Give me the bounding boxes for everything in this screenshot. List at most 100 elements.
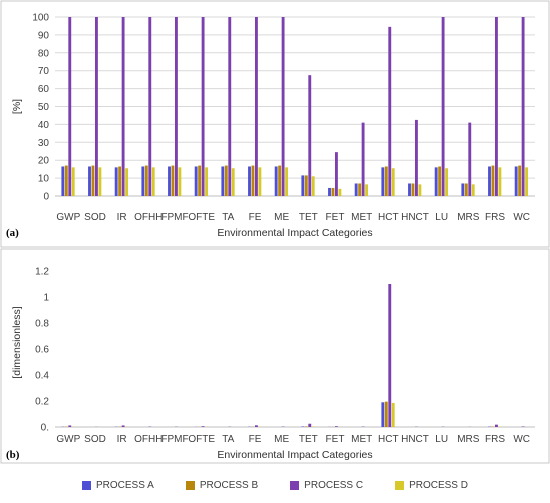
panel-a-bar-process-d-hct bbox=[391, 168, 395, 196]
panel-a-bar-process-c-mrs bbox=[468, 122, 472, 196]
panel-a-x-tick-label-fpmf: FPMF bbox=[161, 212, 188, 223]
panel-b-x-tick-label-fe: FE bbox=[249, 434, 262, 445]
panel-a-bar-process-a-fpmf bbox=[168, 166, 171, 196]
panel-a-bar-process-d-tet bbox=[311, 176, 315, 196]
panel-a-bar-process-c-fe bbox=[255, 17, 258, 196]
panel-a-bar-process-c-wc bbox=[521, 17, 525, 196]
legend-label-process-c: PROCESS C bbox=[304, 479, 364, 491]
panel-b-bar-process-a-hct bbox=[381, 402, 385, 427]
panel-a-y-axis-title: [%] bbox=[11, 99, 23, 114]
panel-a-bar-process-c-lu bbox=[441, 17, 445, 196]
panel-a-bar-process-a-wc bbox=[514, 166, 518, 196]
panel-b-x-tick-label-hnct: HNCT bbox=[401, 434, 429, 445]
panel-a-bar-process-b-tet bbox=[304, 175, 308, 196]
panel-a-bar-process-c-ta bbox=[228, 17, 232, 196]
legend-label-process-a: PROCESS A bbox=[96, 479, 154, 491]
panel-b-x-tick-label-fet: FET bbox=[326, 434, 345, 445]
panel-a-bar-process-a-frs bbox=[488, 166, 491, 196]
panel-a-bar-process-b-hct bbox=[384, 166, 388, 196]
panel-a-bar-process-c-tet bbox=[308, 75, 312, 196]
panel-b-bar-process-c-fet bbox=[335, 426, 338, 427]
panel-a-bar-process-b-ofhh bbox=[144, 165, 148, 196]
panel-b-x-axis-title: Environmental Impact Categories bbox=[217, 449, 372, 461]
panel-b-frame bbox=[0, 248, 550, 464]
panel-a-bar-process-b-fe bbox=[251, 165, 255, 196]
panel-a-x-tick-label-ofhh: OFHH bbox=[134, 212, 162, 223]
panel-a-bar-process-b-fet bbox=[331, 187, 335, 196]
panel-b-bar-process-c-ir bbox=[121, 425, 125, 427]
panel-a-bar-process-a-sod bbox=[88, 166, 91, 196]
panel-a-x-tick-label-lu: LU bbox=[435, 212, 448, 223]
legend: PROCESS A PROCESS B PROCESS C PROCESS D bbox=[0, 476, 550, 494]
panel-b-bar-process-c-tet bbox=[308, 423, 312, 427]
panel-a-bar-process-b-lu bbox=[438, 166, 442, 196]
panel-a-bar-process-d-wc bbox=[525, 167, 528, 196]
panel-a-bar-process-b-ta bbox=[224, 165, 228, 196]
panel-a-bar-process-a-lu bbox=[434, 167, 438, 196]
panel-a-bar-process-d-frs bbox=[498, 167, 502, 196]
panel-b-label: (b) bbox=[6, 449, 20, 461]
panel-a-bar-process-d-ofte bbox=[205, 167, 208, 196]
panel-a-bar-process-a-fet bbox=[328, 187, 331, 196]
panel-a-bar-process-c-fpmf bbox=[175, 17, 178, 196]
panel-b-bar-process-d-tet bbox=[311, 426, 315, 427]
panel-b-bar-process-c-frs bbox=[495, 424, 498, 427]
panel-a-x-tick-label-tet: TET bbox=[299, 212, 318, 223]
panel-a-bar-process-b-ir bbox=[118, 166, 122, 196]
panel-b-y-tick-label: 1 bbox=[43, 293, 49, 304]
panel-a-bar-process-b-me bbox=[278, 165, 282, 196]
panel-a-y-tick-label: 0 bbox=[43, 192, 49, 203]
panel-a-x-tick-label-me: ME bbox=[274, 212, 289, 223]
panel-b-x-tick-label-ofte: OFTE bbox=[188, 434, 215, 445]
panel-b-bar-process-c-ofte bbox=[201, 426, 205, 427]
panel-a-bar-process-c-ir bbox=[121, 17, 125, 196]
panel-b-bar-process-c-hct bbox=[388, 284, 392, 427]
panel-b-y-tick-label: 1.2 bbox=[35, 267, 49, 278]
panel-a-y-tick-label: 90 bbox=[38, 30, 50, 41]
panel-b-bar-process-c-wc bbox=[521, 426, 525, 427]
panel-b-y-tick-label: 0.4 bbox=[35, 371, 49, 382]
panel-b-x-tick-label-fpmf: FPMF bbox=[161, 434, 188, 445]
panel-b-y-tick-label: 0.2 bbox=[35, 397, 49, 408]
panel-a-bar-process-c-ofhh bbox=[148, 17, 152, 196]
panel-a-bar-process-b-mrs bbox=[464, 183, 468, 196]
panel-a-x-tick-label-hct: HCT bbox=[378, 212, 399, 223]
panel-b-x-tick-label-ta: TA bbox=[222, 434, 234, 445]
panel-a-x-tick-label-fet: FET bbox=[326, 212, 345, 223]
panel-a-bar-process-a-tet bbox=[301, 175, 305, 196]
panel-b-y-tick-label: 0.6 bbox=[35, 345, 49, 356]
panel-a-bar-process-c-ofte bbox=[201, 17, 205, 196]
panel-a-y-tick-label: 10 bbox=[38, 174, 50, 185]
panel-b-x-tick-label-gwp: GWP bbox=[56, 434, 80, 445]
panel-b-x-tick-label-wc: WC bbox=[513, 434, 530, 445]
panel-a-bar-process-b-met bbox=[358, 183, 362, 196]
panel-a-bar-process-a-hnct bbox=[408, 183, 411, 196]
panel-a-y-tick-label: 100 bbox=[32, 13, 49, 24]
legend-item-process-c: PROCESS C bbox=[290, 476, 363, 494]
panel-a-y-tick-label: 80 bbox=[38, 48, 50, 59]
panel-a-bar-process-d-fpmf bbox=[178, 167, 182, 196]
panel-b-x-tick-label-hct: HCT bbox=[378, 434, 399, 445]
panel-a-bar-process-a-ofhh bbox=[141, 166, 145, 196]
panel-a-y-tick-label: 30 bbox=[38, 138, 50, 149]
panel-a-bar-process-a-met bbox=[354, 183, 358, 196]
panel-a-x-tick-label-ofte: OFTE bbox=[188, 212, 215, 223]
panel-b-bar-process-d-hct bbox=[391, 402, 395, 427]
panel-a-bar-process-a-ta bbox=[221, 166, 225, 196]
panel-a-x-tick-label-ta: TA bbox=[222, 212, 234, 223]
panel-a-bar-process-c-gwp bbox=[68, 17, 72, 196]
panel-a-bar-process-b-frs bbox=[491, 165, 495, 196]
panel-b-x-tick-label-tet: TET bbox=[299, 434, 318, 445]
panel-a-bar-process-a-ir bbox=[114, 167, 118, 196]
panel-a-bar-process-b-gwp bbox=[64, 165, 68, 196]
panel-a-bar-process-b-sod bbox=[91, 165, 95, 196]
panel-a-bar-process-a-mrs bbox=[461, 183, 465, 196]
panel-a-bar-process-d-lu bbox=[445, 168, 448, 196]
panel-a-bar-process-a-gwp bbox=[61, 166, 65, 196]
panel-b-x-tick-label-lu: LU bbox=[435, 434, 448, 445]
legend-swatch-process-d bbox=[395, 480, 405, 490]
panel-b-x-tick-label-met: MET bbox=[351, 434, 372, 445]
panel-a-bar-process-d-met bbox=[365, 184, 368, 196]
panel-a-bar-process-c-sod bbox=[95, 17, 98, 196]
